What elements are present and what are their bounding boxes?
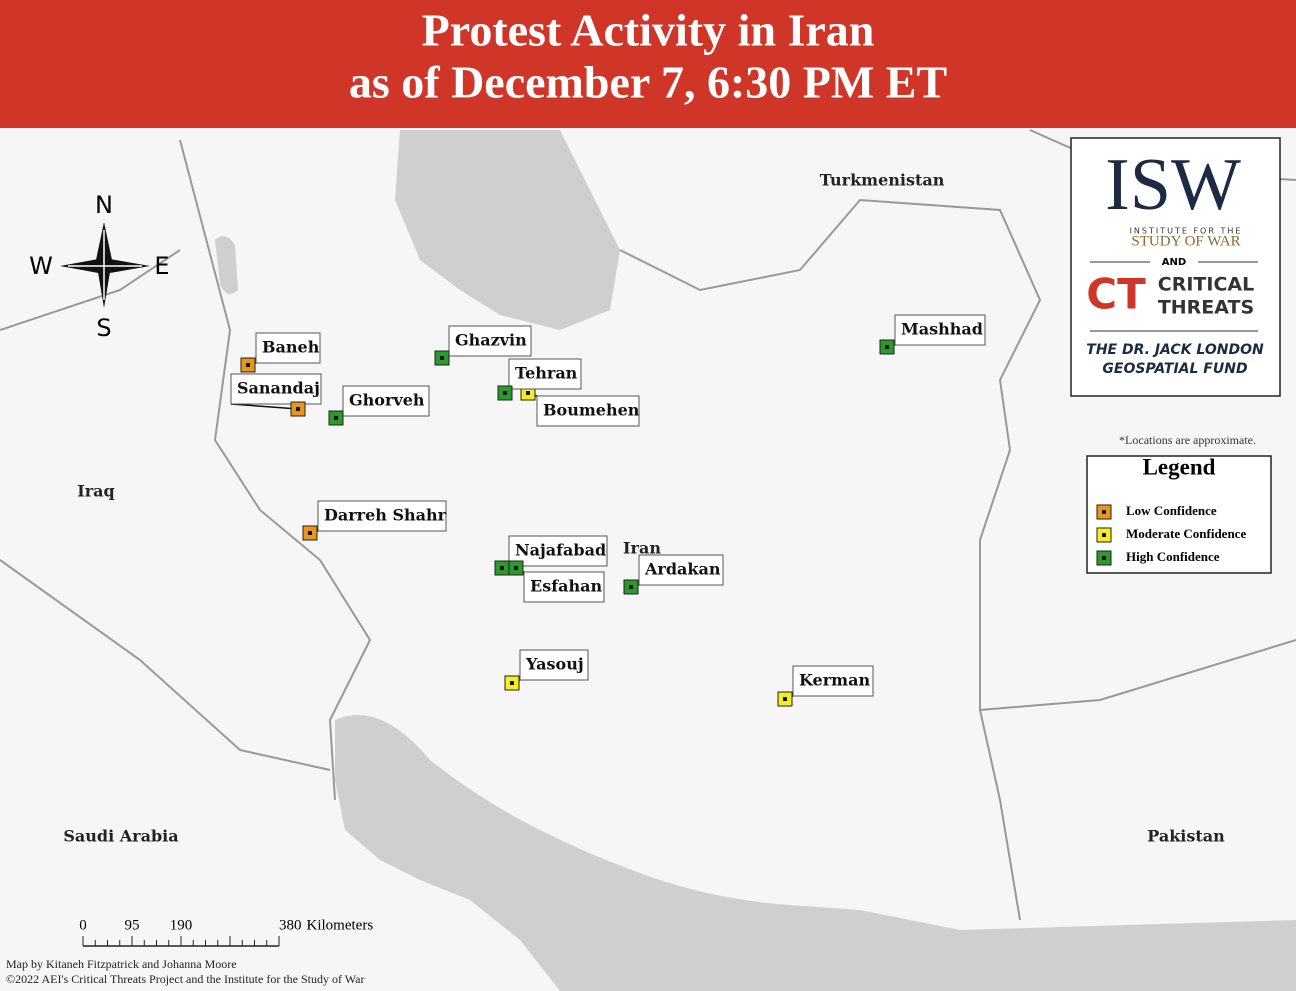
location-marker-dot — [334, 416, 338, 420]
credit: Map by Kitaneh Fitzpatrick and Johanna M… — [6, 957, 237, 971]
scale-tick-label: 0 — [79, 917, 87, 933]
country-label: Pakistan — [1147, 827, 1225, 846]
scale-tick-label: 190 — [170, 917, 193, 933]
legend-swatch-dot — [1102, 556, 1106, 560]
location-marker-dot — [296, 407, 300, 411]
label-box — [230, 373, 322, 405]
header-bar — [0, 0, 1296, 128]
country-label: Iran — [623, 539, 661, 558]
location-marker-dot — [510, 681, 514, 685]
label-box — [317, 500, 447, 532]
location-label: Najafabad — [515, 541, 606, 560]
location-marker-dot — [440, 356, 444, 360]
location-label: Ghorveh — [349, 391, 425, 410]
compass-n: N — [95, 191, 113, 219]
label-box — [792, 665, 874, 697]
logo-text: AND — [1162, 257, 1186, 268]
credit: ©2022 AEI's Critical Threats Project and… — [6, 972, 364, 986]
location-label: Ardakan — [644, 560, 721, 579]
compass-e: E — [154, 252, 169, 280]
location-label: Darreh Shahr — [324, 506, 447, 525]
logo-text: STUDY OF WAR — [1131, 233, 1240, 249]
compass-w: W — [29, 252, 53, 280]
legend-swatch-dot — [1102, 510, 1106, 514]
location-marker-dot — [629, 585, 633, 589]
location-label: Esfahan — [530, 577, 602, 596]
logo-text: THE DR. JACK LONDON — [1086, 342, 1264, 358]
location-label: Sanandaj — [237, 379, 320, 398]
compass — [60, 222, 150, 308]
scale-tick-label: 380 — [279, 917, 302, 933]
location-label: Mashhad — [901, 320, 983, 339]
legend-label: Moderate Confidence — [1126, 526, 1246, 541]
location-marker-dot — [503, 391, 507, 395]
country-label: Saudi Arabia — [63, 827, 178, 846]
location-marker-dot — [500, 566, 504, 570]
location-marker-dot — [308, 531, 312, 535]
location-label: Baneh — [262, 338, 320, 357]
compass-s: S — [96, 314, 111, 342]
label-box — [255, 332, 321, 364]
label-box — [508, 535, 608, 567]
country-label: Iraq — [77, 482, 114, 501]
label-box — [342, 385, 430, 417]
logo-box — [1070, 137, 1281, 397]
label-box — [638, 554, 724, 586]
location-label: Yasouj — [525, 655, 584, 674]
logo-text: INSTITUTE FOR THE — [1130, 227, 1243, 236]
legend-label: High Confidence — [1126, 549, 1220, 564]
title: as of December 7, 6:30 PM ET — [349, 57, 947, 108]
location-marker-dot — [514, 566, 518, 570]
location-label: Ghazvin — [455, 331, 527, 350]
legend-swatch-dot — [1102, 533, 1106, 537]
legend-box — [1086, 455, 1272, 574]
location-marker-dot — [783, 697, 787, 701]
title: Protest Activity in Iran — [422, 5, 875, 56]
location-label: Kerman — [799, 671, 870, 690]
note: *Locations are approximate. — [1119, 433, 1256, 447]
persian-gulf — [335, 715, 1296, 991]
logo-text: GEOSPATIAL FUND — [1102, 361, 1247, 377]
scale-tick-label: 95 — [125, 917, 140, 933]
label-box — [508, 358, 582, 390]
label-box — [448, 325, 532, 357]
leader-line — [230, 403, 299, 410]
label-box — [519, 649, 589, 681]
location-label: Boumehen — [543, 401, 640, 420]
logo-ct: CT — [1086, 270, 1146, 319]
logo-text: THREATS — [1158, 297, 1254, 319]
caspian-sea — [395, 130, 620, 330]
legend-label: Low Confidence — [1126, 503, 1217, 518]
location-marker-dot — [526, 391, 530, 395]
label-box — [536, 395, 640, 427]
location-marker-dot — [885, 345, 889, 349]
label-box — [894, 314, 986, 346]
lake — [215, 236, 238, 294]
label-box — [523, 571, 605, 603]
country-label: Turkmenistan — [820, 171, 945, 190]
legend-title: Legend — [1143, 454, 1216, 479]
logo-isw: ISW — [1105, 144, 1241, 226]
scale-unit: Kilometers — [307, 917, 374, 933]
location-marker-dot — [246, 363, 250, 367]
location-label: Tehran — [515, 364, 578, 383]
logo-text: CRITICAL — [1158, 274, 1254, 296]
